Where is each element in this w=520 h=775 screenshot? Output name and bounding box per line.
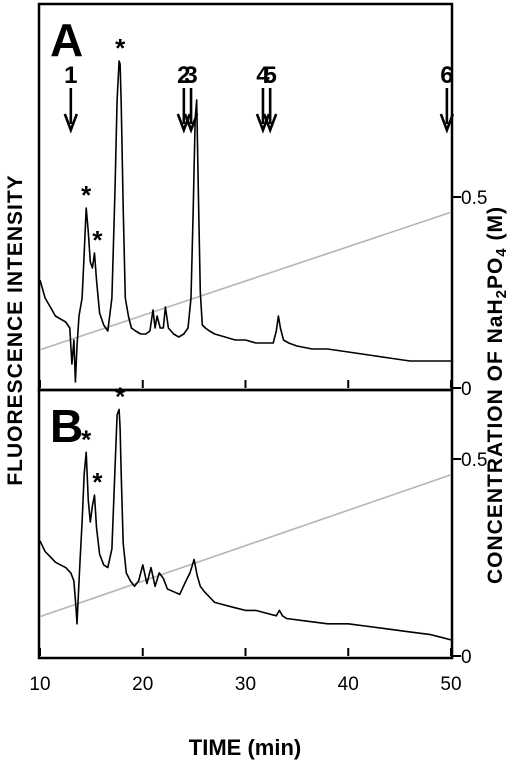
panel-a-letter: A xyxy=(50,14,83,66)
panel-b-y2-ticklabel-0: 0 xyxy=(461,647,472,668)
panel-a-y2-ticklabel-0: 0 xyxy=(461,379,472,400)
panel-b-letter: B xyxy=(50,400,83,452)
x-tick-label-30: 30 xyxy=(235,674,256,695)
fraction-label-4: 4 xyxy=(256,62,270,89)
fraction-arrow-3 xyxy=(183,88,199,134)
panel-a: A 1 23 45 6 *** 0.5 0 xyxy=(37,2,487,400)
panel-b-y2-ticklabel-0.5: 0.5 xyxy=(461,450,487,471)
peak-asterisk: * xyxy=(115,381,126,411)
fraction-label-1: 1 xyxy=(64,62,77,89)
panel-a-markers: 1 23 45 6 xyxy=(63,62,455,134)
panel-a-trace xyxy=(39,60,451,383)
fraction-arrow-6 xyxy=(439,88,455,134)
fraction-label-5: 5 xyxy=(263,62,276,89)
panel-b: B *** 0.5 0 xyxy=(37,381,487,668)
panel-a-frame xyxy=(37,2,454,392)
x-tick-label-10: 10 xyxy=(29,674,50,695)
panel-b-asterisks: *** xyxy=(81,381,126,497)
peak-asterisk: * xyxy=(115,33,126,63)
peak-asterisk: * xyxy=(81,424,92,454)
panel-a-asterisks: *** xyxy=(81,33,126,255)
peak-asterisk: * xyxy=(81,180,92,210)
y-axis-title-right: CONCENTRATION OF NaH2PO4 (M) xyxy=(484,206,510,584)
panel-b-gradient-line xyxy=(39,474,452,618)
x-tick-label-20: 20 xyxy=(132,674,153,695)
x-tick-label-50: 50 xyxy=(440,674,461,695)
x-tick-label-40: 40 xyxy=(338,674,359,695)
panel-b-frame xyxy=(37,388,454,660)
peak-asterisk: * xyxy=(92,225,103,255)
fraction-label-3: 3 xyxy=(184,62,197,89)
x-axis: 10 20 30 40 50 xyxy=(29,380,462,695)
fraction-label-6: 6 xyxy=(440,62,453,89)
fraction-label-2: 2 xyxy=(177,62,190,89)
fraction-arrow-1 xyxy=(63,88,79,134)
panel-b-trace xyxy=(39,408,452,641)
panel-a-y2-ticklabel-0.5: 0.5 xyxy=(461,188,487,209)
fraction-arrow-5 xyxy=(262,88,278,134)
peak-asterisk: * xyxy=(92,467,103,497)
y-axis-title-left: FLUORESCENCE INTENSITY xyxy=(4,174,27,485)
x-axis-title: TIME (min) xyxy=(189,735,301,760)
